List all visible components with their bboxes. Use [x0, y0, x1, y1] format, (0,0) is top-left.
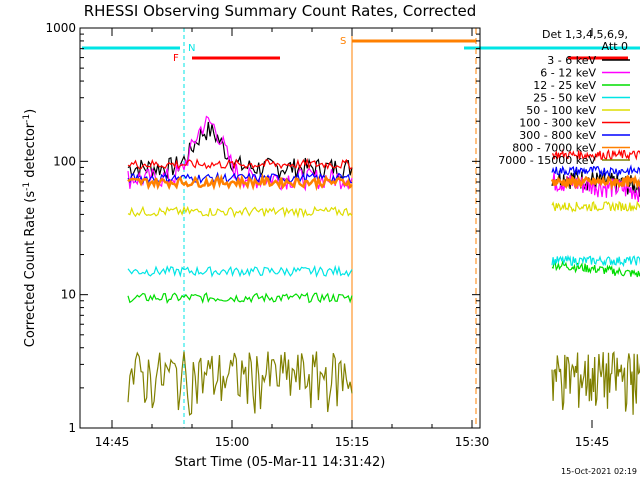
y-tick-label: 1: [68, 421, 76, 435]
y-tick-label: 100: [53, 154, 76, 168]
legend-entry-label: 50 - 100 keV: [526, 104, 596, 117]
series-line-50-100kev: [127, 205, 353, 219]
x-tick-label: 14:45: [95, 435, 130, 449]
legend-entry-label: 800 - 7000 keV: [512, 142, 596, 155]
legend-entry-label: 12 - 25 keV: [533, 79, 596, 92]
y-tick-label: 10: [61, 288, 76, 302]
series-line-12-25kev: [551, 259, 640, 278]
series-line-7000-15000kev: [551, 351, 640, 415]
plot-frame: [79, 27, 481, 429]
x-tick-label: 15:15: [335, 435, 370, 449]
x-tick-label: 15:30: [455, 435, 490, 449]
legend-entry-label: 25 - 50 keV: [533, 92, 596, 105]
legend-header: Det 1,3,4,5,6,9,: [542, 28, 628, 41]
flag-n-marker: N: [188, 43, 195, 54]
legend-entry-label: 7000 - 15000 keV: [498, 154, 596, 167]
x-axis-label: Start Time (05-Mar-11 14:31:42): [175, 455, 386, 470]
x-tick-label: 15:45: [575, 435, 610, 449]
event-vertical-lines: [79, 28, 477, 428]
series-line-7000-15000kev: [127, 351, 353, 416]
x-tick-label: 15:00: [215, 435, 250, 449]
series-line-12-25kev: [127, 292, 353, 305]
flag-s-marker: S: [340, 36, 346, 47]
legend-entry-label: 3 - 6 keV: [547, 54, 596, 67]
legend-entry-label: 300 - 800 keV: [519, 129, 596, 142]
series-line-50-100kev: [551, 200, 640, 213]
chart-title: RHESSI Observing Summary Count Rates, Co…: [84, 2, 477, 20]
legend-header: Att 0: [602, 40, 628, 53]
series-line-800-7000kev: [127, 172, 353, 192]
series-line-800-7000kev: [550, 174, 640, 191]
y-tick-label: 1000: [45, 21, 76, 35]
series-line-100-300kev: [551, 148, 640, 162]
flag-f-marker: F: [173, 53, 179, 64]
flag-bars: NF S: [82, 36, 640, 64]
y-axis-label: Corrected Count Rate (s-1 detector-1): [22, 109, 38, 347]
series-line-25-50kev: [551, 254, 640, 268]
legend-entry-label: 100 - 300 keV: [519, 117, 596, 130]
series-layer: [127, 115, 640, 416]
series-line-100-300kev: [127, 157, 353, 170]
timestamp: 15-Oct-2021 02:19: [561, 467, 637, 476]
series-line-3-6kev: [127, 121, 353, 180]
series-line-25-50kev: [127, 264, 353, 278]
legend-entry-label: 6 - 12 keV: [540, 67, 596, 80]
series-line-300-800kev: [551, 164, 640, 178]
